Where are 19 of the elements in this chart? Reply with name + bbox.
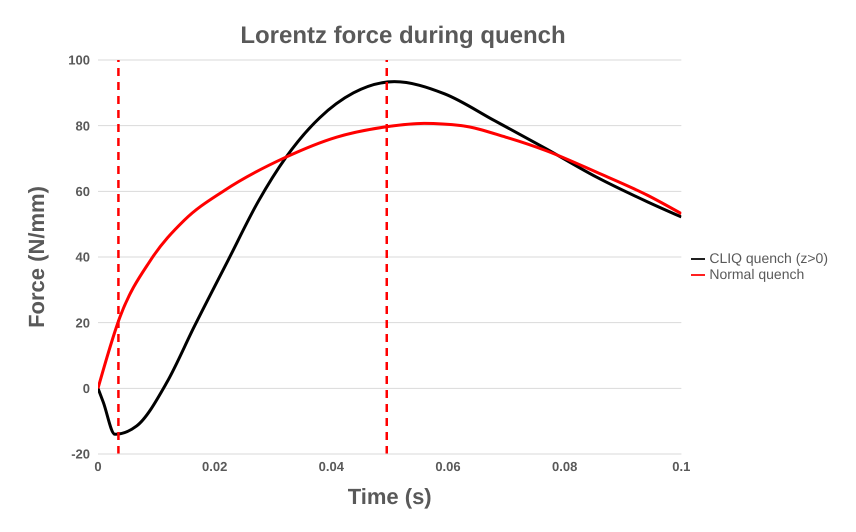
x-axis-title: Time (s) (348, 484, 432, 509)
y-tick-label: 40 (76, 250, 90, 265)
y-axis-title: Force (N/mm) (24, 186, 49, 328)
line-series (98, 80, 682, 436)
y-tick-label: 100 (68, 52, 90, 68)
y-tick-label: 60 (76, 184, 90, 199)
x-tick-label: 0 (94, 459, 102, 474)
legend-label: Normal quench (709, 266, 804, 282)
y-tick-label: 80 (76, 118, 90, 134)
legend-label: CLIQ quench (z>0) (709, 250, 828, 266)
x-tick-label: 0.1 (672, 459, 690, 474)
x-tick-label: 0.08 (552, 459, 578, 474)
y-tick-label: -20 (71, 446, 90, 462)
x-tick-label: 0.06 (435, 459, 461, 474)
y-tick-label: 20 (76, 315, 90, 330)
y-tick-label: 0 (82, 380, 90, 396)
x-tick-label: 0.02 (202, 459, 228, 474)
chart-title: Lorentz force during quench (239, 22, 567, 50)
x-tick-label: 0.04 (318, 459, 345, 474)
